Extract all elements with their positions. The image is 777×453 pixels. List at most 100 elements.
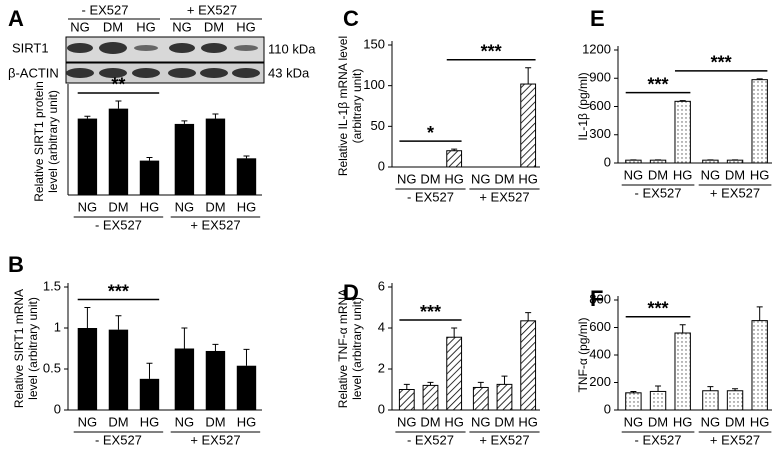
bar — [496, 383, 513, 411]
y-axis-label: TNF-α (pg/ml) — [576, 318, 590, 393]
western-blot: - EX527 + EX527 NG DM HG NG DM HG SIRT1 … — [8, 2, 316, 84]
bar — [108, 329, 129, 410]
x-tick-label: NG — [624, 167, 644, 182]
bar — [139, 378, 160, 410]
group-label: - EX527 — [95, 217, 142, 232]
error-bar — [212, 343, 219, 351]
blot-bands — [66, 42, 260, 78]
y-tick-label: 150 — [363, 36, 385, 51]
significance-label: *** — [420, 302, 441, 322]
significance-label: *** — [481, 42, 502, 62]
bar — [446, 336, 463, 411]
y-axis-label: Relative IL-1β mRNA level — [336, 36, 350, 176]
y-axis-label: (arbitrary unit) — [350, 69, 364, 144]
x-tick-label: NG — [175, 199, 195, 214]
error-bar — [146, 157, 153, 161]
x-tick-label: NG — [78, 199, 98, 214]
group-label: - EX527 — [635, 432, 682, 447]
bar — [649, 390, 667, 411]
y-tick-label: 400 — [589, 346, 611, 361]
error-bar — [115, 315, 122, 330]
x-tick-label: NG — [78, 414, 98, 429]
x-tick-label: DM — [108, 414, 128, 429]
group-label: - EX527 — [95, 432, 142, 447]
blot-row: β-ACTIN — [8, 65, 59, 80]
y-tick-label: 0.5 — [43, 360, 61, 375]
significance-label: ** — [111, 75, 125, 95]
panel-letter: B — [8, 252, 24, 277]
group-label: + EX527 — [710, 432, 760, 447]
bar — [174, 123, 195, 195]
x-tick-label: HG — [750, 414, 770, 429]
x-tick-label: NG — [175, 414, 195, 429]
y-tick-label: 50 — [371, 118, 385, 133]
bar — [236, 365, 257, 410]
panel-letter: A — [8, 6, 24, 31]
significance-label: *** — [108, 281, 129, 301]
x-tick-label: DM — [648, 414, 668, 429]
bar — [674, 332, 691, 411]
y-tick-label: 2 — [378, 360, 385, 375]
x-tick-label: HG — [518, 414, 538, 429]
blot-size: 110 kDa — [268, 41, 316, 56]
bar — [77, 328, 98, 410]
group-label: + EX527 — [479, 432, 529, 447]
error-bar — [525, 312, 532, 321]
bar — [625, 392, 642, 411]
bar — [751, 79, 768, 164]
y-axis-label: Relative SIRT1 protein — [32, 81, 46, 202]
y-tick-label: 0 — [604, 401, 611, 416]
blot-lane: DM — [103, 19, 123, 34]
x-tick-label: HG — [673, 167, 693, 182]
blot-lane: HG — [136, 19, 156, 34]
group-label: + EX527 — [479, 189, 529, 204]
x-tick-label: NG — [471, 414, 491, 429]
y-tick-label: 600 — [589, 98, 611, 113]
bar — [702, 390, 719, 411]
significance-label: *** — [648, 299, 669, 319]
y-tick-label: 600 — [589, 319, 611, 334]
significance-label: * — [427, 123, 434, 143]
x-tick-label: DM — [725, 167, 745, 182]
error-bar — [84, 307, 91, 328]
x-tick-label: DM — [494, 414, 514, 429]
blot-strip — [65, 36, 265, 63]
x-tick-label: NG — [701, 167, 721, 182]
y-tick-label: 4 — [378, 319, 385, 334]
y-tick-label: 1.5 — [43, 278, 61, 293]
y-tick-label: 1200 — [582, 41, 611, 56]
y-axis-label: Relative TNF-α mRNA — [336, 289, 350, 408]
bar — [205, 118, 226, 195]
x-tick-label: HG — [237, 199, 257, 214]
bar — [174, 348, 195, 410]
group-label: + EX527 — [190, 432, 240, 447]
significance-label: *** — [648, 74, 669, 94]
x-tick-label: NG — [701, 414, 721, 429]
bar — [726, 390, 744, 411]
bar — [422, 384, 439, 411]
x-tick-label: HG — [444, 171, 464, 186]
bar — [674, 100, 691, 164]
error-bar — [630, 390, 637, 393]
bar — [751, 320, 768, 411]
error-bar — [403, 383, 410, 390]
blot-row: SIRT1 — [12, 40, 49, 55]
bar — [472, 386, 489, 411]
error-bar — [115, 100, 122, 109]
blot-group: - EX527 — [82, 2, 129, 17]
error-bar — [146, 362, 153, 379]
x-tick-label: DM — [108, 199, 128, 214]
x-tick-label: NG — [624, 414, 644, 429]
error-bar — [679, 324, 686, 333]
x-tick-label: DM — [205, 414, 225, 429]
bar — [236, 158, 257, 195]
bar — [108, 108, 129, 195]
y-tick-label: 6 — [378, 278, 385, 293]
x-tick-label: DM — [725, 414, 745, 429]
bar — [520, 320, 537, 411]
bar — [625, 159, 642, 164]
panel-letter: C — [343, 6, 359, 31]
x-tick-label: NG — [397, 414, 417, 429]
y-axis-label: level (arbitrary unit) — [350, 297, 364, 400]
